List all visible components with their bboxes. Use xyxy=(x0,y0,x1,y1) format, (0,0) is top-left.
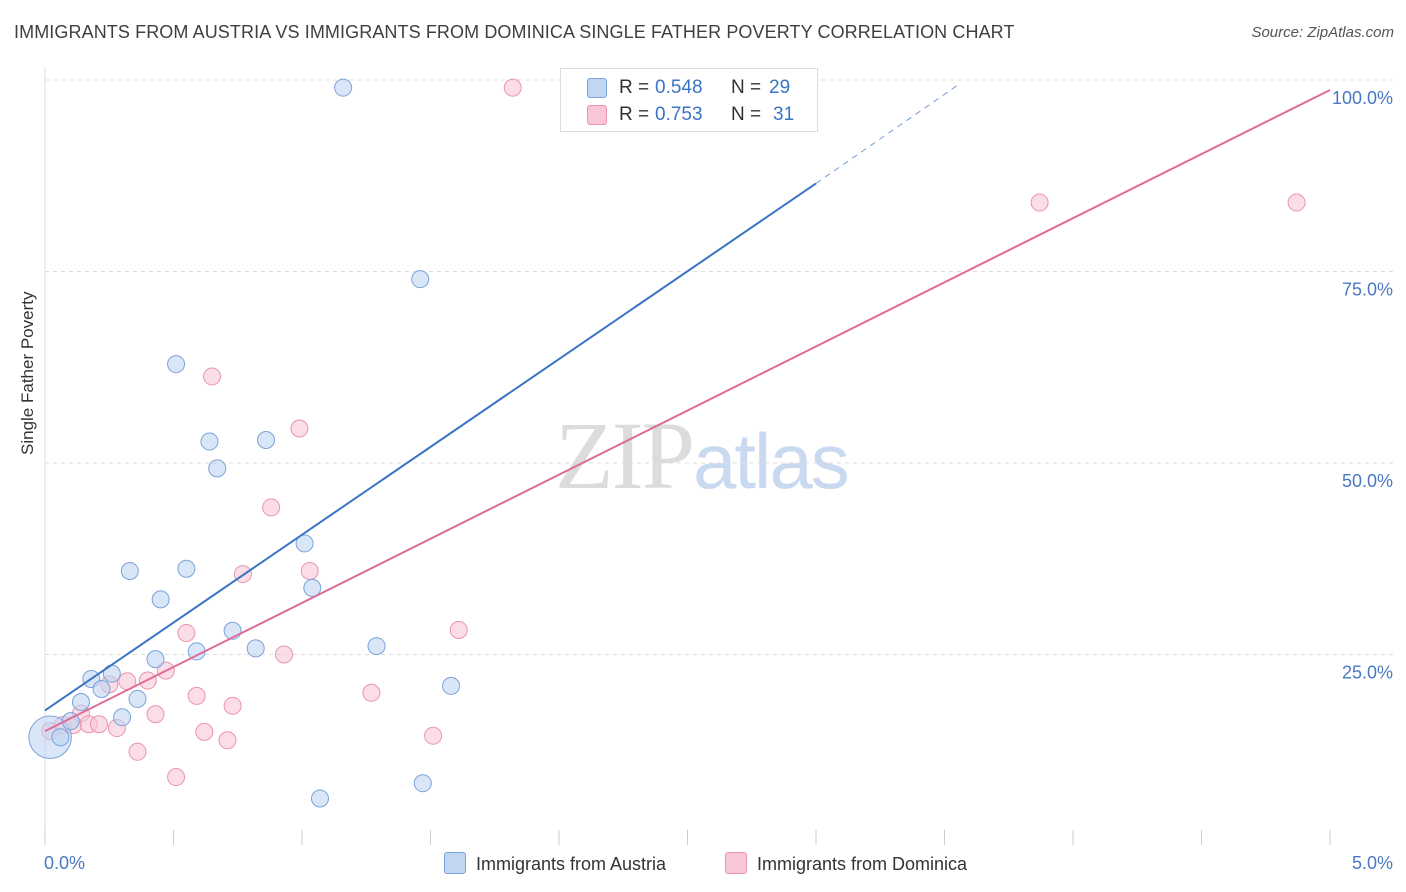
y-tick-label-100: 100.0% xyxy=(1332,88,1393,108)
dominica-point-16 xyxy=(195,722,214,741)
austria-point-15 xyxy=(200,432,219,451)
austria-point-11 xyxy=(151,590,170,609)
austria-point-10 xyxy=(146,650,165,669)
dominica-legend-label: Immigrants from Dominica xyxy=(757,854,968,874)
dominica-r-label: R = xyxy=(619,104,650,125)
dominica-point-18 xyxy=(218,731,237,750)
austria-point-13 xyxy=(177,559,196,578)
watermark-zip: ZIP xyxy=(555,402,695,509)
dominica-point-11 xyxy=(146,705,165,724)
watermark: ZIPatlas xyxy=(555,400,850,511)
austria-point-7 xyxy=(113,708,132,727)
dominica-point-9 xyxy=(128,742,147,761)
dominica-n-value: 31 xyxy=(773,104,795,125)
austria-r-label: R = xyxy=(619,77,650,98)
y-tick-label-25: 25.0% xyxy=(1342,663,1393,683)
austria-r-value: 0.548 xyxy=(655,77,703,98)
austria-point-5 xyxy=(92,679,111,698)
dominica-point-26 xyxy=(424,726,443,745)
austria-point-9 xyxy=(128,689,147,708)
austria-n-value: 29 xyxy=(769,77,791,98)
dominica-trend-line xyxy=(44,89,1331,732)
dominica-point-22 xyxy=(275,645,294,664)
x-tick-label-min: 0.0% xyxy=(44,853,85,873)
dominica-point-15 xyxy=(187,686,206,705)
austria-point-26 xyxy=(413,774,432,793)
austria-point-16 xyxy=(208,459,227,478)
y-axis-label: Single Father Poverty xyxy=(18,291,37,455)
austria-point-3 xyxy=(71,692,90,711)
austria-point-25 xyxy=(411,270,430,289)
dominica-point-17 xyxy=(203,367,222,386)
austria-legend-swatch xyxy=(444,852,466,874)
austria-point-22 xyxy=(310,789,329,808)
austria-n-label: N = xyxy=(731,77,762,98)
austria-point-27 xyxy=(442,676,461,695)
austria-legend-label: Immigrants from Austria xyxy=(476,854,667,874)
austria-trend-extension xyxy=(815,84,958,184)
dominica-point-14 xyxy=(177,624,196,643)
austria-point-24 xyxy=(367,637,386,656)
austria-point-19 xyxy=(257,431,276,450)
austria-point-21 xyxy=(303,578,322,597)
x-tick-label-max: 5.0% xyxy=(1352,853,1393,873)
dominica-point-27 xyxy=(449,620,468,639)
austria-point-12 xyxy=(167,355,186,374)
dominica-r-value: 0.753 xyxy=(655,104,703,125)
dominica-point-25 xyxy=(362,683,381,702)
y-tick-label-75: 75.0% xyxy=(1342,280,1393,300)
watermark-atlas: atlas xyxy=(693,417,850,505)
y-tick-label-50: 50.0% xyxy=(1342,471,1393,491)
dominica-point-29 xyxy=(1030,193,1049,212)
austria-swatch xyxy=(587,78,607,98)
dominica-point-21 xyxy=(262,498,281,517)
correlation-legend: R = 0.548 N = 29 R = 0.753 N = 31 xyxy=(560,68,818,132)
austria-point-18 xyxy=(246,639,265,658)
austria-point-8 xyxy=(120,562,139,581)
dominica-swatch xyxy=(587,105,607,125)
dominica-legend-swatch xyxy=(725,852,747,874)
bottom-legend-dominica: Immigrants from Dominica xyxy=(725,852,967,875)
austria-trend-line xyxy=(44,182,817,712)
source-label: Source: ZipAtlas.com xyxy=(1251,24,1394,41)
dominica-point-24 xyxy=(300,562,319,581)
dominica-point-23 xyxy=(290,419,309,438)
dominica-point-5 xyxy=(89,715,108,734)
chart-title: IMMIGRANTS FROM AUSTRIA VS IMMIGRANTS FR… xyxy=(14,22,1015,42)
dominica-point-13 xyxy=(167,768,186,787)
austria-point-20 xyxy=(295,534,314,553)
dominica-n-label: N = xyxy=(731,104,762,125)
dominica-point-30 xyxy=(1287,193,1306,212)
dominica-point-19 xyxy=(223,696,242,715)
austria-point-23 xyxy=(334,78,353,97)
dominica-point-28 xyxy=(503,78,522,97)
bottom-legend-austria: Immigrants from Austria xyxy=(444,852,666,875)
austria-point-1 xyxy=(51,728,70,747)
austria-point-0 xyxy=(28,715,72,759)
